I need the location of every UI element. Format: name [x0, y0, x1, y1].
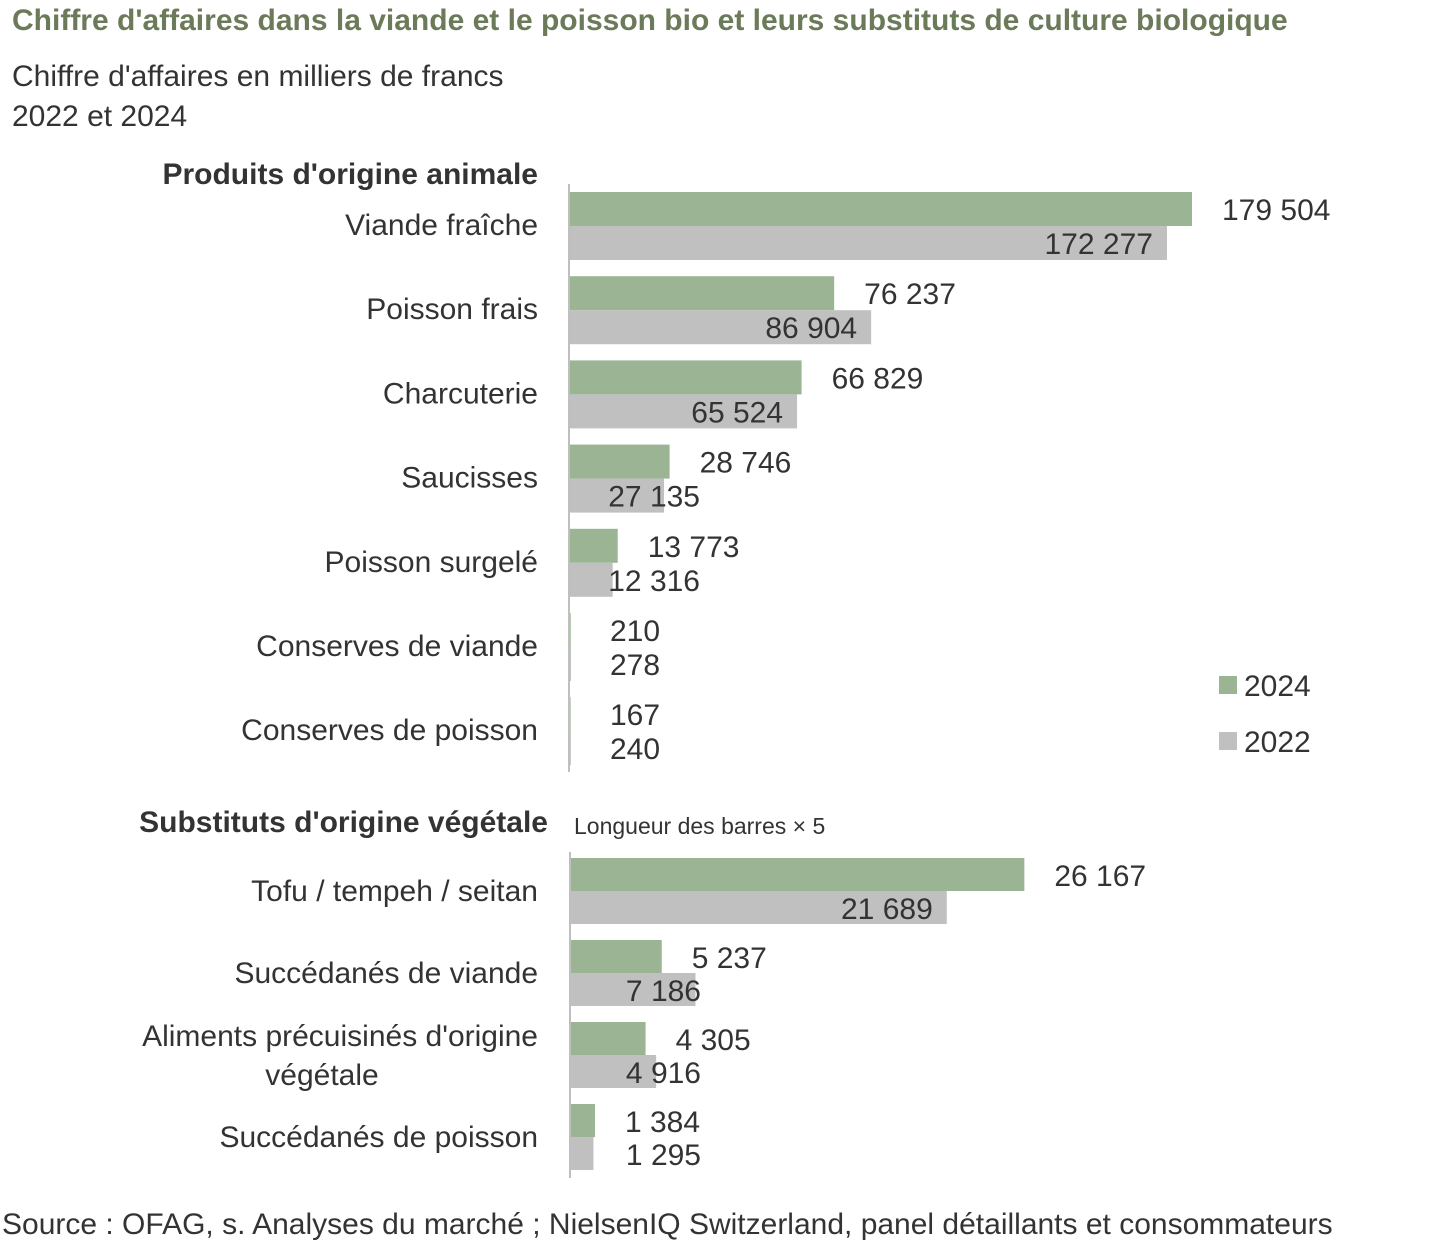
category-label: Succédanés de poisson — [219, 1121, 538, 1154]
bar-2022 — [570, 310, 872, 345]
category-label: Poisson frais — [366, 293, 538, 326]
category-label: Poisson surgelé — [325, 546, 538, 579]
value-label-2022: 4 916 — [626, 1057, 701, 1090]
chart-title: Chiffre d'affaires dans la viande et le … — [12, 4, 1288, 37]
bar-chart: Produits d'origine animale Viande fraîche… — [139, 158, 1330, 1178]
bar-2022 — [571, 1137, 594, 1170]
bar-2024 — [571, 1022, 646, 1055]
bar-2022 — [570, 226, 1167, 260]
source-note: Source : OFAG, s. Analyses du marché ; N… — [2, 1208, 1333, 1241]
bar-2024 — [571, 1104, 595, 1137]
value-label-2024: 4 305 — [676, 1024, 751, 1057]
legend-swatch-2022 — [1219, 732, 1237, 750]
bar-2024 — [570, 276, 835, 311]
category-label: Conserves de poisson — [241, 714, 538, 747]
bar-2022 — [571, 973, 696, 1006]
value-label-2024: 66 829 — [832, 362, 924, 395]
bar-2022 — [570, 731, 571, 766]
value-label-2022: 27 135 — [608, 481, 700, 514]
chart-subtitle-unit: Chiffre d'affaires en milliers de francs — [12, 60, 504, 93]
bar-2024 — [570, 528, 618, 563]
category-label: Conserves de viande — [256, 630, 538, 663]
bar-2024 — [571, 940, 662, 973]
legend-swatch-2024 — [1219, 676, 1237, 694]
value-label-2022: 65 524 — [691, 396, 783, 429]
chart-subtitle-years: 2022 et 2024 — [12, 100, 188, 133]
value-label-2024: 179 504 — [1222, 194, 1330, 227]
legend-label-2024: 2024 — [1244, 670, 1311, 703]
category-label: Tofu / tempeh / seitan — [251, 875, 538, 908]
bar-2024 — [570, 613, 571, 647]
scale-note: Longueur des barres × 5 — [574, 813, 825, 839]
section-title-animal: Produits d'origine animale — [162, 158, 538, 191]
legend-label-2022: 2022 — [1244, 726, 1311, 759]
value-label-2022: 12 316 — [608, 565, 700, 598]
category-label: Viande fraîche — [345, 209, 538, 242]
value-label-2022: 86 904 — [765, 312, 857, 345]
bar-2022 — [571, 891, 947, 924]
value-label-2024: 167 — [610, 699, 660, 732]
bar-2022 — [570, 478, 665, 513]
bar-2024 — [570, 360, 802, 395]
value-label-2022: 172 277 — [1045, 228, 1153, 261]
bar-2024 — [570, 444, 670, 479]
bar-2022 — [570, 647, 571, 681]
section-title-plant: Substituts d'origine végétale — [139, 806, 548, 839]
category-label: Saucisses — [401, 462, 538, 495]
value-label-2024: 28 746 — [700, 447, 792, 480]
value-label-2024: 5 237 — [692, 942, 767, 975]
value-label-2022: 7 186 — [626, 975, 701, 1008]
category-label: Charcuterie — [383, 377, 538, 410]
category-label: Succédanés de viande — [234, 957, 538, 990]
value-label-2022: 21 689 — [841, 893, 933, 926]
bar-2024 — [571, 858, 1025, 891]
value-label-2022: 240 — [610, 733, 660, 766]
bar-2024 — [570, 697, 571, 732]
bar-2022 — [570, 562, 613, 597]
value-label-2024: 26 167 — [1054, 860, 1146, 893]
value-label-2022: 1 295 — [626, 1139, 701, 1172]
category-label-line2: végétale — [265, 1059, 378, 1092]
value-label-2024: 13 773 — [648, 531, 740, 564]
value-label-2024: 210 — [610, 615, 660, 648]
value-label-2024: 76 237 — [864, 278, 956, 311]
value-label-2024: 1 384 — [625, 1106, 700, 1139]
bar-2024 — [570, 192, 1192, 226]
bar-2022 — [571, 1055, 657, 1088]
value-label-2022: 278 — [610, 649, 660, 682]
bar-2022 — [570, 394, 798, 429]
category-label-line1: Aliments précuisinés d'origine — [142, 1020, 538, 1053]
